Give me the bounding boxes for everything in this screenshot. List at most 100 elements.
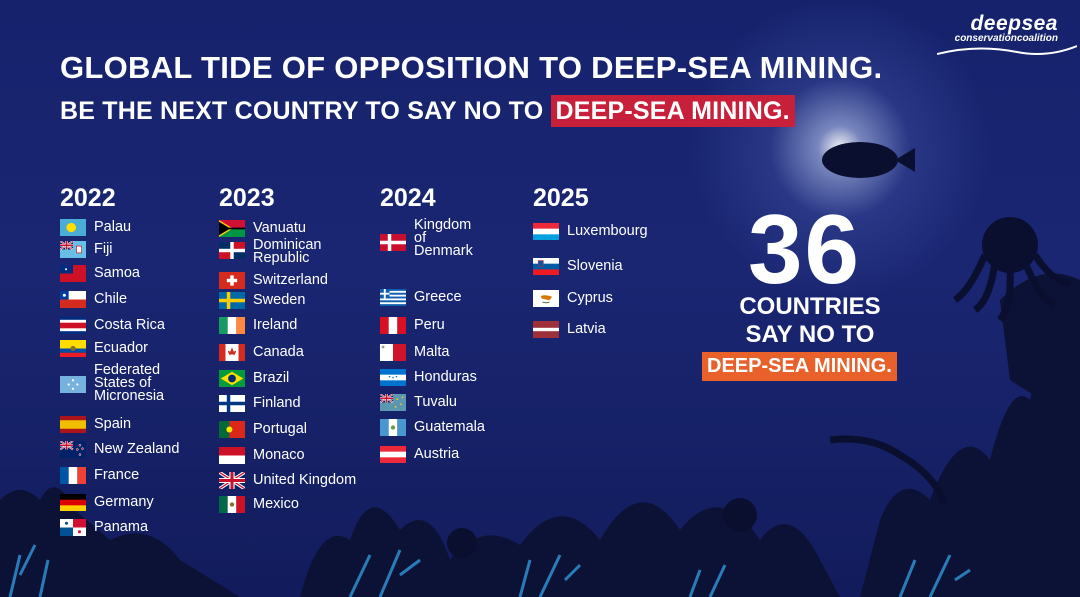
country-count: 36: [748, 194, 862, 304]
country-item: Finland: [219, 395, 301, 412]
costa-rica-flag-icon: [60, 317, 86, 334]
stat-line-2: SAY NO TO: [745, 321, 875, 348]
country-name: France: [94, 467, 140, 483]
logo-line-2: conservationcoalition: [954, 33, 1058, 44]
country-name: Vanuatu: [253, 220, 306, 236]
guatemala-flag-icon: [380, 419, 406, 436]
united-kingdom-flag-icon: [219, 472, 245, 489]
country-item: Luxembourg: [533, 223, 648, 240]
country-name: Guatemala: [414, 419, 485, 435]
vanuatu-flag-icon: [219, 220, 245, 237]
country-name: Malta: [414, 344, 450, 360]
deepsea-conservation-coalition-logo[interactable]: deepsea conservationcoalition: [936, 12, 1077, 55]
country-name: Peru: [414, 317, 445, 333]
peru-flag-icon: [380, 317, 406, 334]
country-name: Kingdom of Denmark: [414, 217, 473, 259]
stat-line-1: COUNTRIES: [739, 293, 881, 320]
country-name: United Kingdom: [253, 472, 357, 488]
country-name: Palau: [94, 219, 132, 235]
sweden-flag-icon: [219, 292, 245, 309]
ecuador-flag-icon: [60, 340, 86, 357]
subtitle-highlight: DEEP-SEA MINING.: [550, 95, 795, 127]
country-item: New Zealand: [60, 441, 179, 458]
country-item: Monaco: [219, 447, 305, 464]
year-heading-2022: 2022: [60, 184, 116, 212]
wave-icon: [936, 45, 1077, 55]
country-name: Canada: [253, 344, 304, 360]
country-item: Portugal: [219, 421, 307, 438]
country-name: Federated States of Micronesia: [94, 362, 165, 404]
country-name: Luxembourg: [567, 223, 648, 239]
country-item: Federated States of Micronesia: [60, 362, 174, 404]
country-name: Switzerland: [253, 272, 328, 288]
country-name: Austria: [414, 446, 460, 462]
year-heading-2025: 2025: [533, 184, 589, 212]
country-item: Costa Rica: [60, 317, 165, 334]
country-item: Malta: [380, 344, 449, 361]
year-heading-2024: 2024: [380, 184, 436, 212]
country-item: Slovenia: [533, 258, 623, 275]
panama-flag-icon: [60, 519, 86, 536]
country-name: Ecuador: [94, 340, 149, 356]
country-name: Brazil: [253, 370, 290, 386]
page-title: GLOBAL TIDE OF OPPOSITION TO DEEP-SEA MI…: [60, 50, 883, 85]
country-name: Sweden: [253, 292, 306, 308]
country-item: Guatemala: [380, 419, 485, 436]
austria-flag-icon: [380, 446, 406, 463]
page-subtitle: BE THE NEXT COUNTRY TO SAY NO TO DEEP-SE…: [60, 95, 795, 127]
switzerland-flag-icon: [219, 272, 245, 289]
year-heading-2023: 2023: [219, 184, 275, 212]
country-name: Costa Rica: [94, 317, 165, 333]
country-name: Slovenia: [567, 258, 623, 274]
portugal-flag-icon: [219, 421, 245, 438]
country-item: France: [60, 467, 139, 484]
country-item: Latvia: [533, 321, 606, 338]
country-name: Dominican Republic: [253, 237, 322, 266]
monaco-flag-icon: [219, 447, 245, 464]
mexico-flag-icon: [219, 496, 245, 513]
country-item: Peru: [380, 317, 445, 334]
country-name: Greece: [414, 289, 462, 305]
country-name: Honduras: [414, 369, 477, 385]
country-name: Cyprus: [567, 290, 613, 306]
slovenia-flag-icon: [533, 258, 559, 275]
country-name: Latvia: [567, 321, 606, 337]
samoa-flag-icon: [60, 265, 86, 282]
country-name: Fiji: [94, 241, 113, 257]
country-item: Switzerland: [219, 272, 328, 289]
canada-flag-icon: [219, 344, 245, 361]
country-item: Kingdom of Denmark: [380, 217, 484, 259]
country-item: Austria: [380, 446, 459, 463]
country-name: Monaco: [253, 447, 305, 463]
denmark-flag-icon: [380, 234, 406, 251]
greece-flag-icon: [380, 289, 406, 306]
country-name: Chile: [94, 291, 128, 307]
country-item: Chile: [60, 291, 127, 308]
country-item: Spain: [60, 416, 131, 433]
country-name: Portugal: [253, 421, 308, 437]
palau-flag-icon: [60, 219, 86, 236]
chile-flag-icon: [60, 291, 86, 308]
country-item: Tuvalu: [380, 394, 457, 411]
country-item: Samoa: [60, 265, 140, 282]
micronesia-flag-icon: [60, 376, 86, 393]
country-name: Ireland: [253, 317, 298, 333]
country-name: Tuvalu: [414, 394, 457, 410]
latvia-flag-icon: [533, 321, 559, 338]
fiji-flag-icon: [60, 241, 86, 258]
country-item: Brazil: [219, 370, 289, 387]
country-name: Finland: [253, 395, 301, 411]
country-item: Mexico: [219, 496, 299, 513]
country-name: Samoa: [94, 265, 140, 281]
finland-flag-icon: [219, 395, 245, 412]
country-item: Ireland: [219, 317, 297, 334]
country-name: Mexico: [253, 496, 299, 512]
country-item: Cyprus: [533, 290, 613, 307]
stat-highlight: DEEP-SEA MINING.: [702, 352, 897, 381]
subtitle-prefix: BE THE NEXT COUNTRY TO SAY NO TO: [60, 97, 551, 125]
germany-flag-icon: [60, 494, 86, 511]
brazil-flag-icon: [219, 370, 245, 387]
tuvalu-flag-icon: [380, 394, 406, 411]
